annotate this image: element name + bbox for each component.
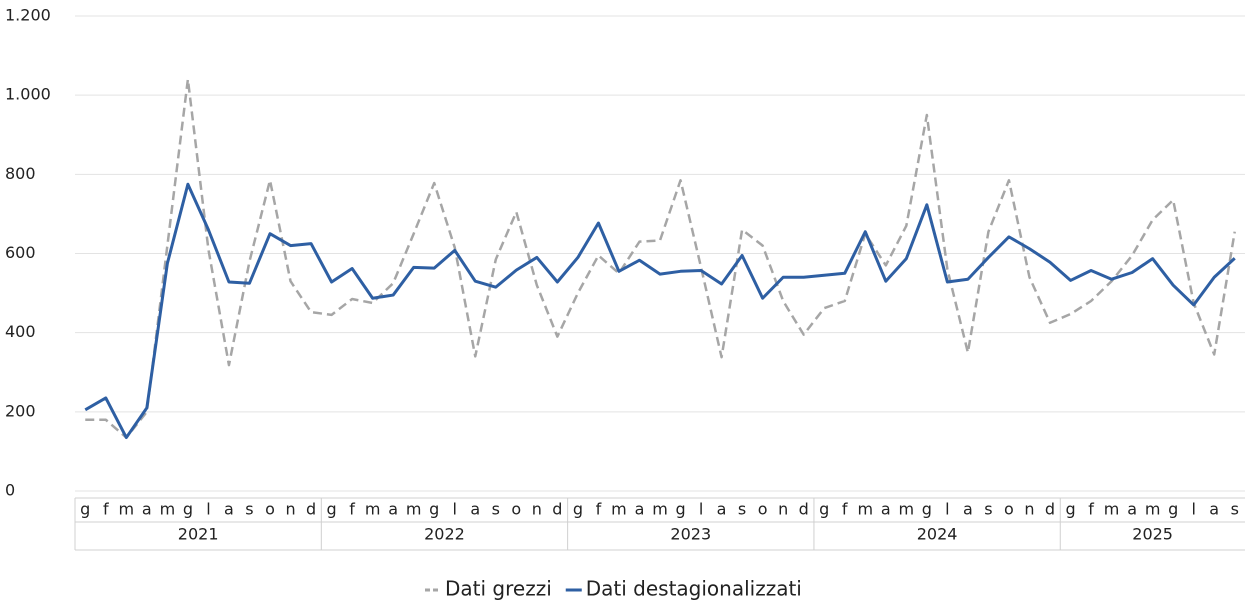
- x-tick-label: d: [1045, 500, 1055, 519]
- x-tick-label: g: [429, 500, 439, 519]
- x-tick-label: g: [922, 500, 932, 519]
- legend-label: Dati grezzi: [445, 577, 552, 601]
- x-tick-label: o: [1004, 500, 1014, 519]
- x-tick-label: l: [1191, 500, 1195, 519]
- year-label: 2024: [917, 525, 958, 544]
- y-tick-label: 400: [5, 322, 36, 341]
- x-tick-label: m: [611, 500, 627, 519]
- x-tick-label: m: [119, 500, 135, 519]
- x-tick-label: s: [245, 500, 253, 519]
- x-tick-label: n: [778, 500, 788, 519]
- x-tick-label: m: [406, 500, 422, 519]
- x-tick-label: g: [327, 500, 337, 519]
- x-tick-label: a: [142, 500, 152, 519]
- year-label: 2021: [178, 525, 219, 544]
- y-tick-label: 1.000: [5, 85, 51, 104]
- year-label: 2023: [670, 525, 711, 544]
- y-tick-label: 1.200: [5, 6, 51, 25]
- x-tick-label: g: [80, 500, 90, 519]
- x-tick-label: o: [265, 500, 275, 519]
- x-tick-label: m: [160, 500, 176, 519]
- series-line: [85, 78, 1236, 439]
- x-tick-label: n: [1024, 500, 1034, 519]
- year-label: 2022: [424, 525, 465, 544]
- x-tick-label: a: [1127, 500, 1137, 519]
- x-tick-label: f: [103, 500, 109, 519]
- x-tick-label: s: [984, 500, 992, 519]
- x-tick-label: l: [699, 500, 703, 519]
- x-tick-label: n: [285, 500, 295, 519]
- y-tick-label: 0: [5, 481, 15, 500]
- x-tick-label: a: [470, 500, 480, 519]
- legend-label: Dati destagionalizzati: [586, 577, 802, 601]
- y-tick-label: 600: [5, 243, 36, 262]
- y-tick-label: 800: [5, 164, 36, 183]
- x-tick-label: o: [511, 500, 521, 519]
- x-tick-label: m: [652, 500, 668, 519]
- x-tick-label: g: [675, 500, 685, 519]
- x-tick-label: l: [945, 500, 949, 519]
- x-tick-label: a: [717, 500, 727, 519]
- x-tick-label: n: [532, 500, 542, 519]
- x-tick-label: d: [799, 500, 809, 519]
- x-tick-label: g: [183, 500, 193, 519]
- x-tick-label: m: [857, 500, 873, 519]
- x-tick-label: a: [224, 500, 234, 519]
- x-tick-label: g: [819, 500, 829, 519]
- x-tick-label: a: [1209, 500, 1219, 519]
- x-tick-label: m: [365, 500, 381, 519]
- x-tick-label: f: [1088, 500, 1094, 519]
- x-tick-label: f: [349, 500, 355, 519]
- x-tick-label: g: [1168, 500, 1178, 519]
- x-tick-label: a: [881, 500, 891, 519]
- x-tick-label: a: [635, 500, 645, 519]
- x-tick-label: m: [1104, 500, 1120, 519]
- x-tick-label: g: [1065, 500, 1075, 519]
- x-tick-label: a: [388, 500, 398, 519]
- x-tick-label: l: [453, 500, 457, 519]
- x-tick-label: m: [1145, 500, 1161, 519]
- x-tick-label: f: [842, 500, 848, 519]
- x-tick-label: d: [552, 500, 562, 519]
- x-tick-label: s: [1231, 500, 1239, 519]
- x-tick-label: o: [758, 500, 768, 519]
- x-tick-label: l: [206, 500, 210, 519]
- year-label: 2025: [1132, 525, 1173, 544]
- series-line: [84, 182, 1236, 440]
- x-tick-label: a: [963, 500, 973, 519]
- x-tick-label: f: [596, 500, 602, 519]
- x-tick-label: g: [573, 500, 583, 519]
- y-tick-label: 200: [5, 401, 36, 420]
- x-tick-label: s: [738, 500, 746, 519]
- x-tick-label: d: [306, 500, 316, 519]
- x-tick-label: m: [899, 500, 915, 519]
- x-tick-label: s: [492, 500, 500, 519]
